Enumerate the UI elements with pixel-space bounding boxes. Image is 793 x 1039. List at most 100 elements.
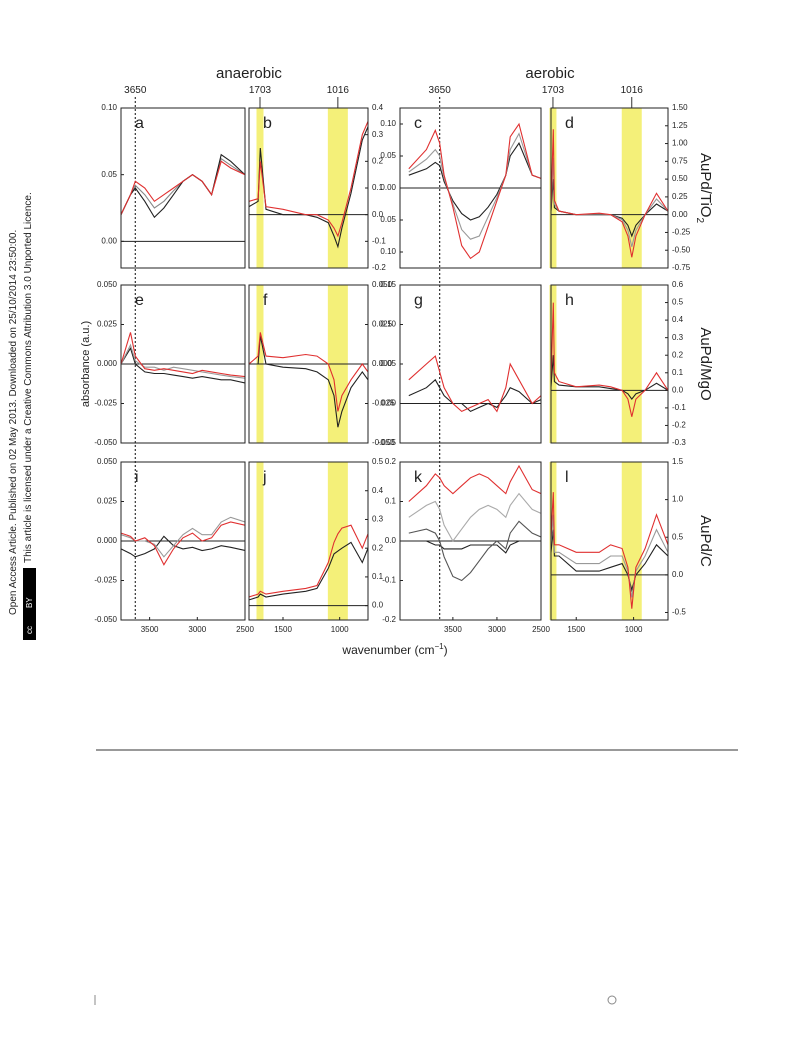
spectrum	[249, 126, 368, 249]
spectrum	[551, 302, 668, 417]
y-tick-label: 0.1	[372, 572, 384, 581]
y-tick-label: 0.5	[672, 532, 684, 541]
spectrum	[551, 157, 668, 247]
panel-letter: j	[262, 469, 267, 486]
row-label-text: AuPd/C	[697, 515, 714, 567]
top-mark-label: 1703	[249, 85, 272, 96]
y-tick-label: 0.6	[672, 280, 684, 289]
x-label-text: wavenumber (cm	[341, 643, 434, 657]
y-tick-label: 0.10	[380, 320, 396, 329]
row-label: AuPd/TiO2	[694, 153, 714, 223]
x-tick-label: 2500	[532, 625, 550, 634]
panel-frame	[120, 461, 246, 621]
y-tick-label: 0.75	[672, 156, 688, 165]
plot-area	[551, 302, 668, 417]
plot-area	[121, 332, 245, 384]
y-tick-label: 0.050	[97, 457, 118, 466]
x-tick-label: 2500	[236, 625, 254, 634]
y-tick-label: -0.050	[372, 438, 395, 447]
spectrum	[408, 540, 541, 554]
panel-letter: b	[263, 115, 272, 132]
y-tick-label: 0.4	[372, 486, 384, 495]
y-tick-label: 0.2	[372, 156, 384, 165]
x-tick-label: 3500	[141, 625, 159, 634]
y-tick-label: 0.1	[385, 497, 397, 506]
badge-text: cc	[25, 626, 34, 634]
y-tick-label: -0.2	[372, 263, 386, 272]
panel-frame	[550, 461, 669, 621]
spectrum	[408, 142, 541, 221]
x-axis-label: wavenumber (cm−1)	[341, 642, 447, 657]
y-tick-label: 0.1	[372, 183, 384, 192]
y-tick-label: -0.050	[94, 438, 117, 447]
plot-area	[408, 122, 541, 260]
y-tick-label: 0.2	[672, 350, 684, 359]
spectrum	[408, 520, 541, 582]
license-line: Open Access Article. Published on 02 May…	[8, 230, 19, 615]
plot-area	[249, 121, 368, 249]
spectrum	[249, 335, 368, 428]
y-tick-label: 1.0	[672, 495, 684, 504]
panel-letter: h	[565, 292, 574, 309]
panel-frame	[248, 461, 369, 621]
y-tick-label: 0.1	[672, 368, 684, 377]
y-tick-label: 0.4	[372, 103, 384, 112]
top-mark-label: 3650	[124, 85, 147, 96]
row-label-text: AuPd/MgO	[697, 327, 714, 400]
panel-frame	[399, 461, 542, 621]
y-tick-label: 0.00	[380, 399, 396, 408]
spectrum	[249, 524, 368, 598]
y-tick-label: 1.50	[672, 103, 688, 112]
y-tick-label: -0.5	[672, 608, 686, 617]
spectrum	[121, 343, 245, 379]
highlight-band	[256, 108, 264, 268]
y-tick-label: 0.0	[385, 536, 397, 545]
plot-area	[249, 332, 368, 428]
top-mark-label: 1703	[542, 85, 565, 96]
y-tick-label: 0.3	[372, 130, 384, 139]
panel-frame	[120, 107, 246, 269]
highlight-band	[256, 462, 264, 620]
spectrum	[408, 378, 541, 413]
plot-area	[551, 492, 668, 609]
highlight-band	[549, 462, 557, 620]
y-tick-label: 0.0	[672, 385, 684, 394]
x-tick-label: 3500	[444, 625, 462, 634]
y-tick-label: 0.0	[372, 210, 384, 219]
spectrum	[408, 355, 541, 413]
y-tick-label: -0.025	[372, 399, 395, 408]
x-tick-label: 1500	[567, 625, 585, 634]
spectrum	[408, 464, 541, 502]
y-tick-label: 0.000	[97, 536, 118, 545]
header: anaerobic	[216, 65, 282, 82]
y-tick-label: 1.5	[672, 457, 684, 466]
row-label: AuPd/MgO	[697, 327, 714, 400]
y-tick-label: 0.3	[372, 515, 384, 524]
y-tick-label: -0.1	[382, 576, 396, 585]
y-tick-label: 0.10	[380, 119, 396, 128]
top-mark-label: 3650	[429, 85, 452, 96]
highlight-band	[621, 285, 642, 443]
panel-frame	[550, 107, 669, 269]
y-tick-label: 0.10	[101, 103, 117, 112]
y-tick-label: 0.05	[380, 215, 396, 224]
y-tick-label: -0.1	[372, 236, 386, 245]
y-tick-label: 0.025	[372, 320, 393, 329]
y-tick-label: 0.05	[380, 151, 396, 160]
panel-letter: g	[414, 292, 423, 309]
plot-area	[121, 516, 245, 566]
panel-letter: c	[414, 115, 422, 132]
y-tick-label: -0.50	[672, 245, 691, 254]
badge-text: BY	[25, 597, 34, 608]
y-tick-label: -0.3	[672, 438, 686, 447]
y-tick-label: 0.000	[372, 359, 393, 368]
plot-area	[408, 355, 541, 413]
y-tick-label: 0.2	[372, 543, 384, 552]
spectrum	[408, 492, 541, 543]
y-tick-label: 1.25	[672, 121, 688, 130]
y-tick-label: -0.2	[672, 421, 686, 430]
top-mark-label: 1016	[327, 85, 350, 96]
plot-area	[408, 464, 541, 582]
y-tick-label: 0.15	[380, 280, 396, 289]
spectrum	[121, 160, 245, 215]
